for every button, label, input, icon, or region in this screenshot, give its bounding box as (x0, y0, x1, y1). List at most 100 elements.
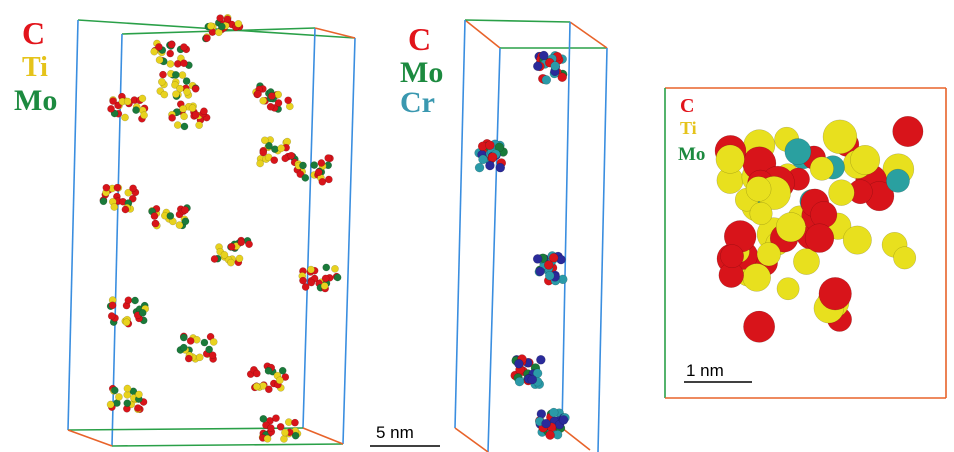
atom (299, 277, 306, 284)
atom (174, 121, 181, 128)
atom (757, 242, 781, 266)
atom (716, 145, 744, 173)
atom (805, 224, 834, 253)
atom (793, 248, 819, 274)
atom (172, 71, 179, 78)
atom (321, 282, 328, 289)
edge (112, 444, 343, 446)
atom (131, 297, 138, 304)
edge (465, 20, 570, 22)
atom (533, 254, 542, 263)
atom (893, 247, 915, 269)
atom (111, 387, 118, 394)
atom (893, 116, 923, 146)
atom (192, 111, 199, 118)
atom (549, 408, 558, 417)
atom (200, 108, 207, 115)
atom (260, 415, 267, 422)
atom (207, 22, 214, 29)
atom (843, 226, 871, 254)
atom (100, 198, 107, 205)
atom (125, 297, 132, 304)
atom (810, 201, 837, 228)
legend-label: Mo (400, 56, 443, 89)
atom (478, 155, 487, 164)
atom (267, 424, 274, 431)
atom (272, 415, 279, 422)
atom (515, 377, 524, 386)
atom (288, 152, 295, 159)
atom (325, 154, 332, 161)
atom (180, 105, 187, 112)
atom (224, 16, 231, 23)
atom (180, 344, 187, 351)
atom (139, 309, 146, 316)
atom (107, 105, 114, 112)
atom (135, 391, 142, 398)
atom (777, 278, 799, 300)
edge (455, 428, 488, 452)
atom (192, 85, 199, 92)
atom (206, 346, 213, 353)
atom (103, 184, 110, 191)
atom (179, 71, 186, 78)
atom (201, 339, 208, 346)
atom (211, 255, 218, 262)
atom (746, 176, 771, 201)
atom (545, 271, 554, 280)
atom (167, 50, 174, 57)
atom (819, 277, 852, 310)
edge (303, 428, 343, 444)
atom (528, 375, 537, 384)
atom (810, 157, 834, 181)
atom (319, 178, 326, 185)
atom (257, 160, 264, 167)
atom (308, 279, 315, 286)
atom (539, 51, 548, 60)
atom (203, 35, 210, 42)
atom (172, 91, 179, 98)
legend-label: C (680, 95, 694, 117)
atom (158, 78, 165, 85)
atom (315, 169, 322, 176)
edge (488, 48, 500, 452)
atom (152, 220, 159, 227)
atom (475, 163, 484, 172)
atom (307, 266, 314, 273)
figure: C Ti Mo C Mo Cr C Ti Mo 5 nm 1 nm (0, 0, 954, 452)
edge (68, 430, 112, 446)
scale-bar-label: 5 nm (376, 423, 414, 442)
legend-label: Ti (680, 118, 697, 138)
atom (245, 241, 252, 248)
atom (167, 212, 174, 219)
atom (218, 23, 225, 30)
atom (107, 401, 114, 408)
atom (129, 185, 136, 192)
atom (187, 337, 194, 344)
box-2 (455, 20, 607, 452)
atom (253, 370, 260, 377)
atom (322, 275, 329, 282)
atom (278, 145, 285, 152)
atom (180, 60, 187, 67)
atom (228, 243, 235, 250)
atom (182, 206, 189, 213)
atom (323, 264, 330, 271)
atom (151, 212, 158, 219)
atom (181, 123, 188, 130)
atom (334, 274, 341, 281)
atom (196, 354, 203, 361)
atom (265, 367, 272, 374)
atom (155, 43, 162, 50)
atom (227, 259, 234, 266)
atom (285, 97, 292, 104)
edge (562, 22, 570, 428)
atom (485, 141, 494, 150)
atom (275, 91, 282, 98)
atom (265, 386, 272, 393)
atom (134, 404, 141, 411)
legend-label: Mo (678, 144, 705, 165)
atom (139, 95, 146, 102)
box-1 (68, 20, 355, 446)
atom (276, 377, 283, 384)
